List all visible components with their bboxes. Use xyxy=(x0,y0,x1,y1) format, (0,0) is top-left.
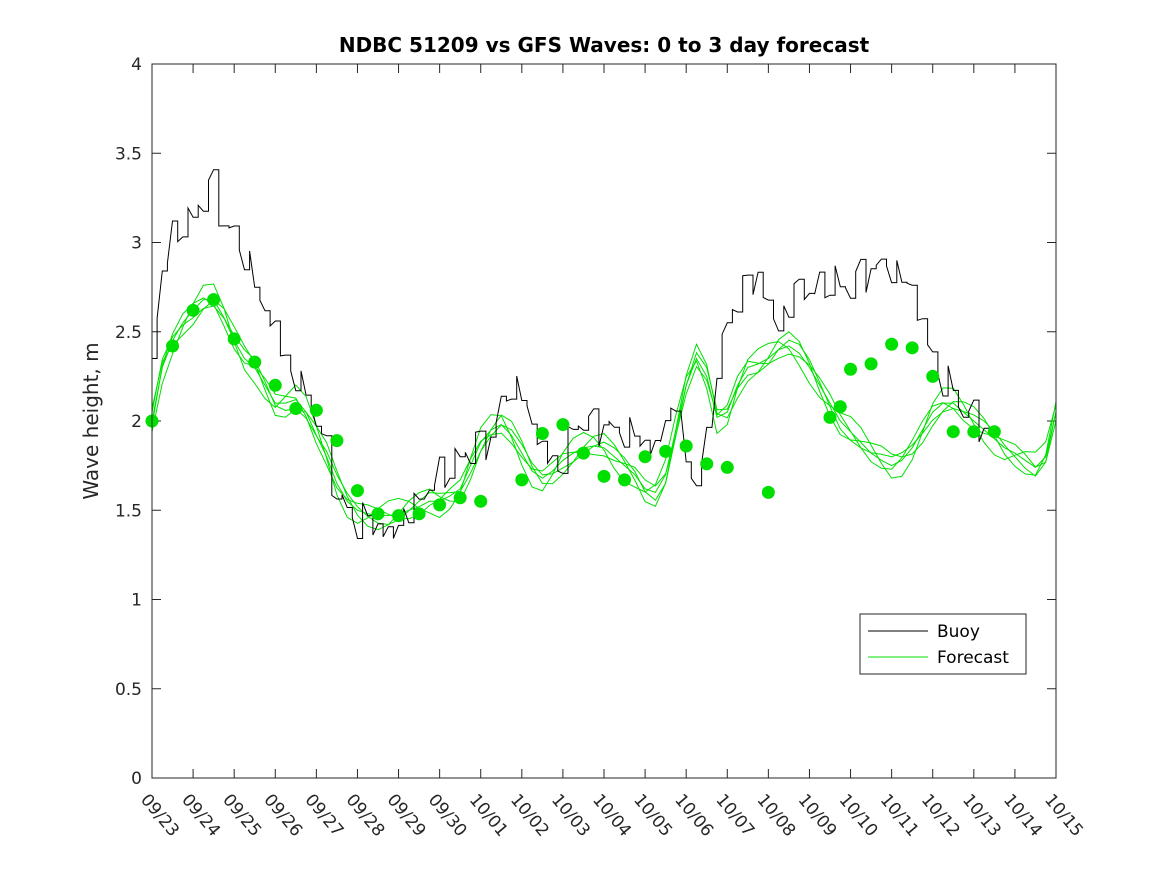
forecast-line xyxy=(151,299,1057,531)
y-tick-label: 1 xyxy=(131,591,142,611)
y-tick-label: 0 xyxy=(131,769,142,789)
y-tick-label: 4 xyxy=(131,55,142,75)
forecast-marker xyxy=(761,485,775,499)
forecast-marker xyxy=(330,434,344,448)
forecast-marker xyxy=(371,507,385,521)
y-axis: 0 0.5 1 1.5 2 2.5 3 3.5 4 xyxy=(115,55,1056,789)
forecast-marker xyxy=(844,362,858,376)
forecast-marker xyxy=(926,369,940,383)
legend-buoy-label: Buoy xyxy=(937,622,980,642)
forecast-marker xyxy=(515,473,529,487)
forecast-marker xyxy=(885,337,899,351)
forecast-marker xyxy=(412,507,426,521)
forecast-line xyxy=(151,297,1057,520)
forecast-line xyxy=(151,305,1057,526)
forecast-marker xyxy=(679,439,693,453)
forecast-marker xyxy=(227,332,241,346)
plot-frame xyxy=(151,63,1057,779)
forecast-marker xyxy=(823,410,837,424)
forecast-marker xyxy=(700,457,714,471)
forecast-marker xyxy=(576,446,590,460)
forecast-marker xyxy=(207,293,221,307)
legend-forecast-label: Forecast xyxy=(937,648,1009,668)
forecast-marker xyxy=(618,473,632,487)
forecast-marker xyxy=(905,341,919,355)
forecast-marker xyxy=(268,378,282,392)
buoy-line xyxy=(152,169,990,539)
y-axis-label: Wave height, m xyxy=(79,342,103,499)
forecast-marker xyxy=(453,491,467,505)
forecast-marker xyxy=(474,494,488,508)
series-group xyxy=(145,169,1057,539)
forecast-marker xyxy=(186,303,200,317)
forecast-marker xyxy=(638,450,652,464)
forecast-marker xyxy=(166,339,180,353)
legend-box xyxy=(859,613,1027,675)
legend: Buoy Forecast xyxy=(859,613,1027,675)
forecast-marker xyxy=(433,498,447,512)
y-tick-label: 1.5 xyxy=(115,501,142,521)
y-tick-label: 2 xyxy=(131,412,142,432)
forecast-marker xyxy=(967,425,981,439)
forecast-line xyxy=(151,283,1057,524)
forecast-marker xyxy=(392,509,406,523)
forecast-marker xyxy=(720,460,734,474)
forecast-marker xyxy=(289,402,303,416)
forecast-marker xyxy=(309,403,323,417)
forecast-marker xyxy=(597,469,611,483)
y-tick-label: 3 xyxy=(131,234,142,254)
chart-title: NDBC 51209 vs GFS Waves: 0 to 3 day fore… xyxy=(339,33,870,57)
forecast-marker xyxy=(535,426,549,440)
forecast-marker xyxy=(987,425,1001,439)
forecast-marker xyxy=(659,444,673,458)
forecast-marker xyxy=(556,418,570,432)
forecast-marker xyxy=(864,357,878,371)
forecast-marker xyxy=(946,425,960,439)
forecast-marker xyxy=(248,355,262,369)
forecast-marker xyxy=(833,400,847,414)
y-tick-label: 3.5 xyxy=(115,144,142,164)
y-tick-label: 2.5 xyxy=(115,323,142,343)
y-tick-label: 0.5 xyxy=(115,680,142,700)
forecast-marker xyxy=(350,484,364,498)
